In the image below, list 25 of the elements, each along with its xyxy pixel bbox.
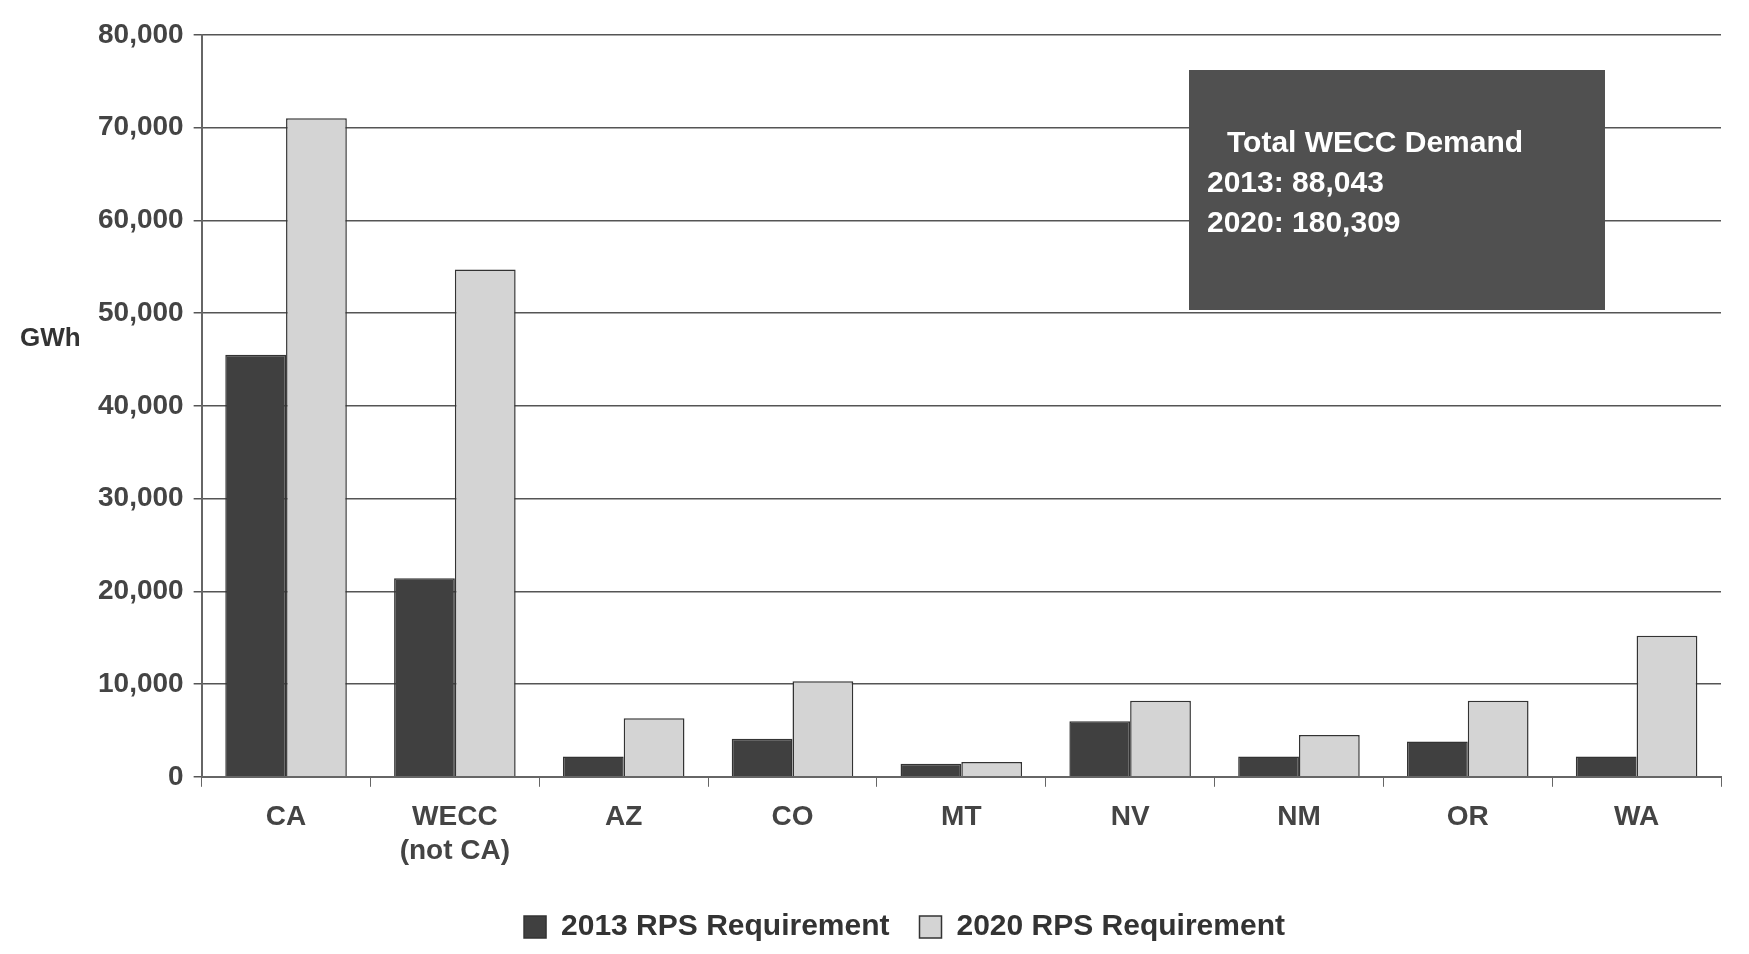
y-tick-label: 70,000 bbox=[98, 110, 184, 142]
legend-label: 2020 RPS Requirement bbox=[956, 908, 1285, 942]
legend-label: 2013 RPS Requirement bbox=[561, 908, 890, 942]
annotation: Total WECC Demand bbox=[1226, 124, 1525, 160]
y-tick-label: 80,000 bbox=[98, 17, 184, 49]
y-tick-label: 60,000 bbox=[98, 203, 184, 235]
annotation: 2020: 180,309 bbox=[1207, 204, 1402, 240]
y-tick-label: 30,000 bbox=[98, 481, 184, 513]
x-tick-label: WA bbox=[1614, 800, 1660, 832]
x-tick-label: AZ bbox=[605, 800, 643, 832]
y-tick-label: 40,000 bbox=[98, 388, 184, 420]
y-tick-label: 50,000 bbox=[98, 295, 184, 327]
x-tick-label: NM bbox=[1277, 800, 1321, 832]
y-tick-label: 0 bbox=[168, 759, 184, 791]
text-box: Total WECC Demand 2013: 88,043 2020: 180,309 bbox=[1189, 70, 1605, 310]
x-tick-label: WECC (not CA) bbox=[399, 800, 511, 865]
y-axis-title: GWh bbox=[20, 322, 81, 353]
x-tick-label: CA bbox=[265, 800, 307, 832]
y-tick-label: 10,000 bbox=[98, 666, 184, 698]
y-tick-label: 20,000 bbox=[98, 574, 184, 606]
x-tick-label: NV bbox=[1110, 800, 1150, 832]
annotation: 2013: 88,043 bbox=[1207, 164, 1385, 200]
x-tick-label: MT bbox=[941, 800, 982, 832]
x-tick-label: CO bbox=[771, 800, 814, 832]
x-tick-label: OR bbox=[1446, 800, 1489, 832]
